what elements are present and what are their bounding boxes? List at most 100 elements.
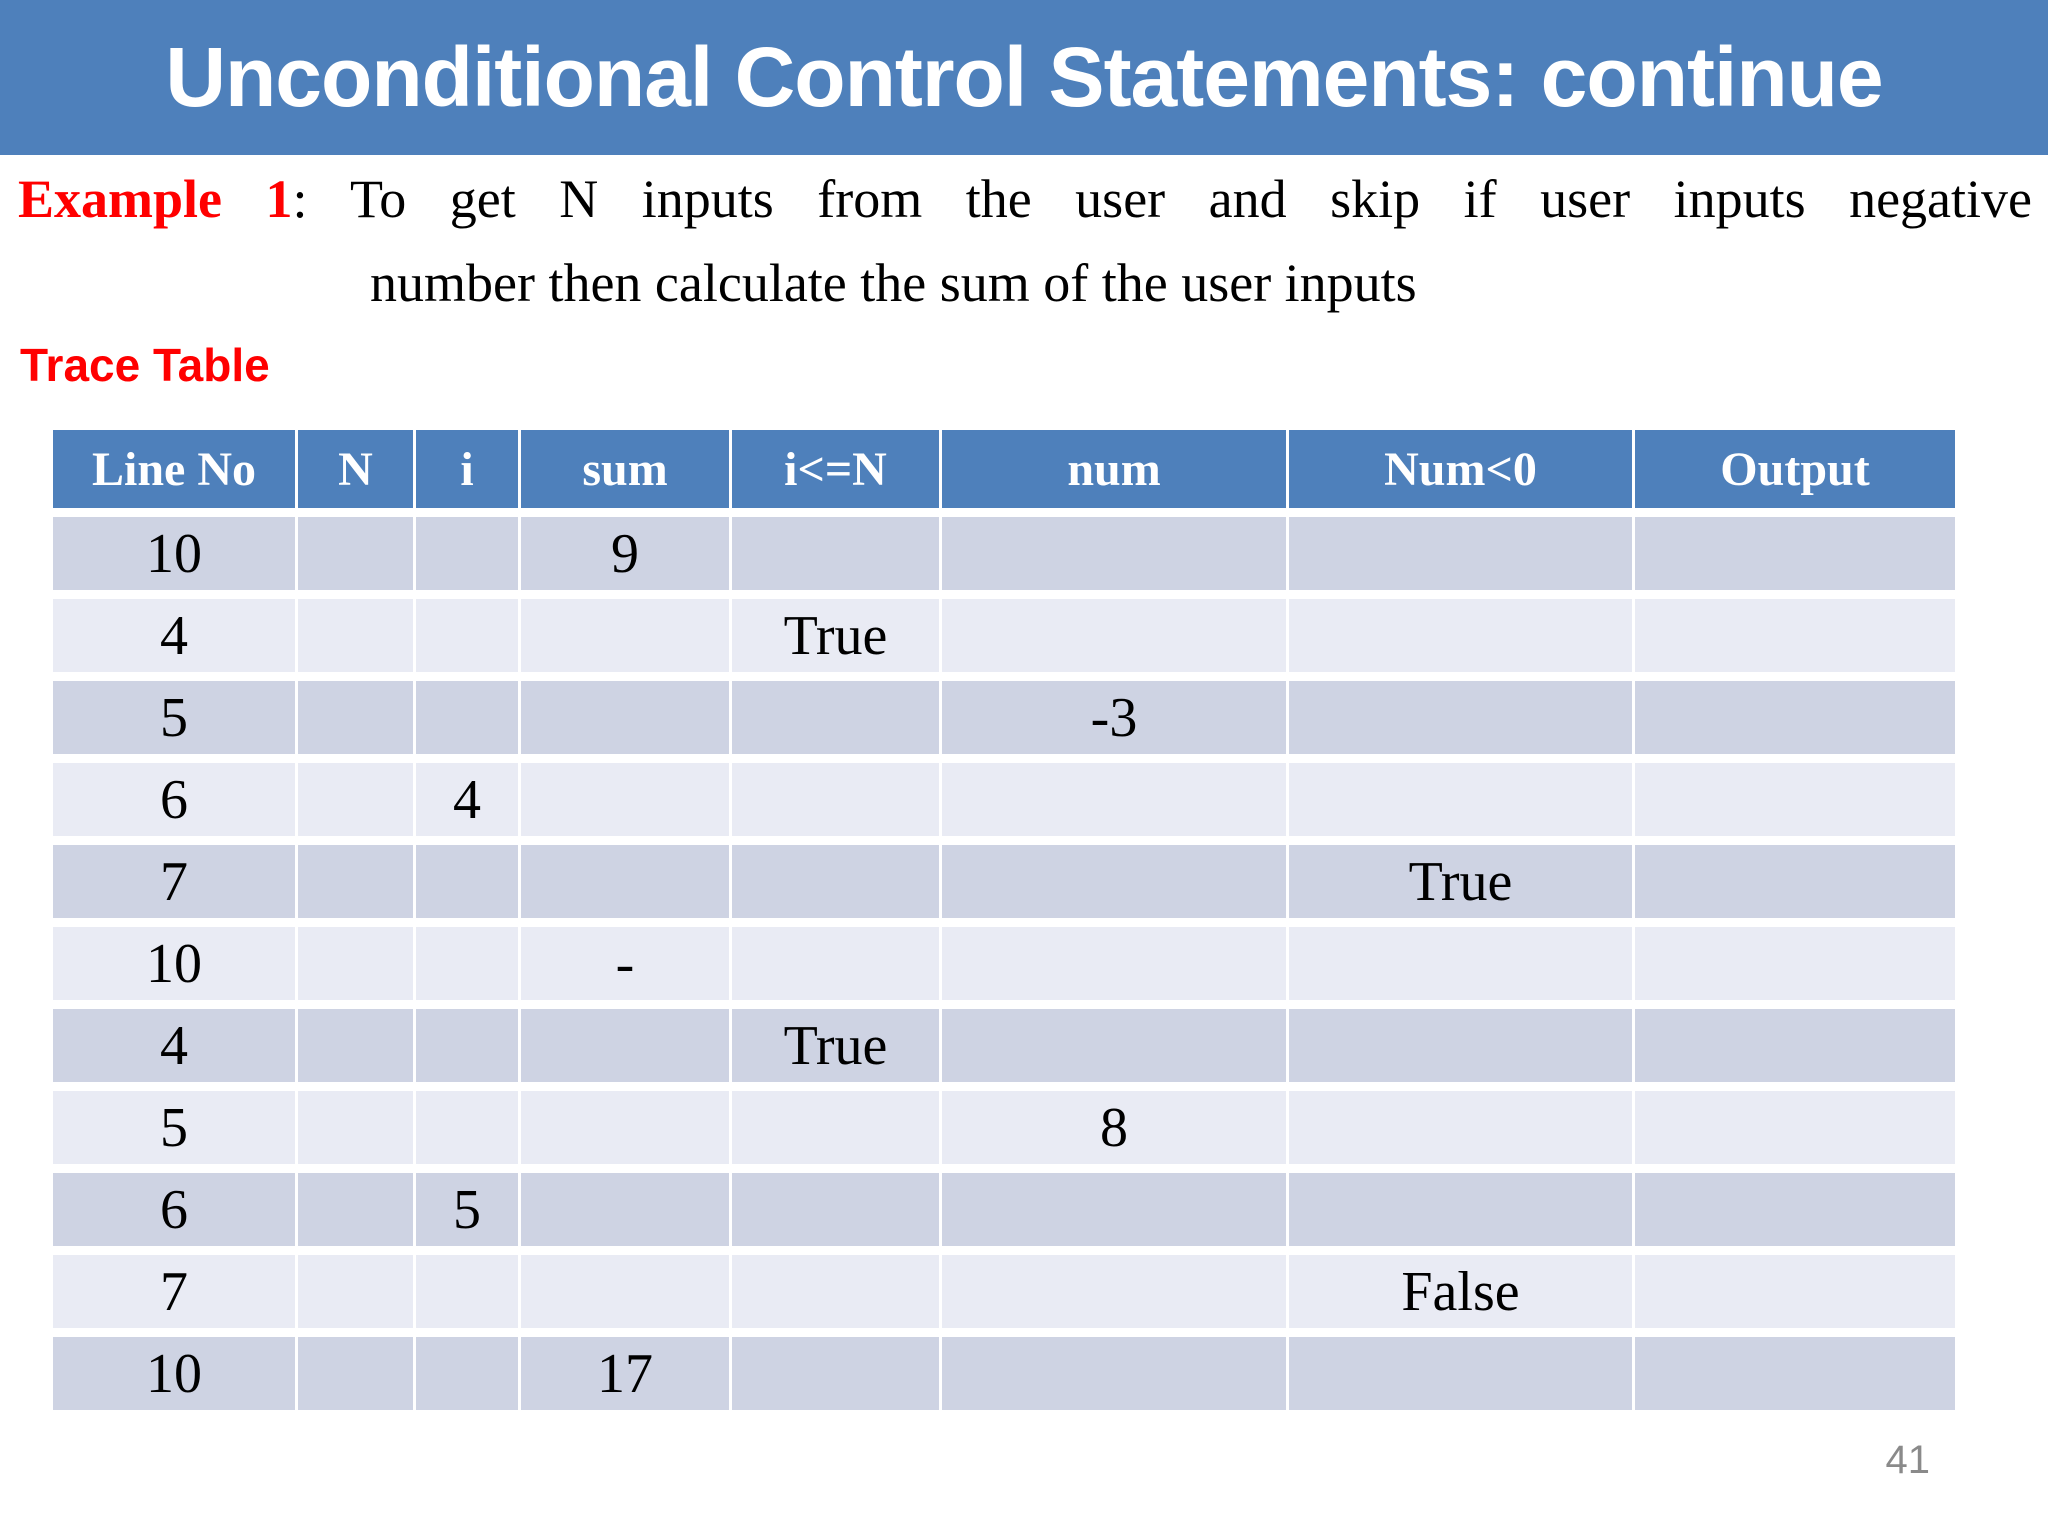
table-cell	[416, 681, 521, 754]
table-cell	[732, 1337, 942, 1410]
table-cell	[942, 927, 1289, 1000]
table-cell	[298, 927, 416, 1000]
table-cell	[298, 1255, 416, 1328]
table-cell	[732, 845, 942, 918]
table-cell	[298, 1009, 416, 1082]
table-cell: 9	[521, 517, 732, 590]
table-cell	[521, 681, 732, 754]
table-cell	[1635, 517, 1955, 590]
table-cell	[732, 517, 942, 590]
column-header: num	[942, 430, 1289, 508]
table-cell: 5	[53, 1091, 298, 1164]
example-text-rest: : To get N inputs from the user and skip…	[292, 169, 2033, 229]
table-cell	[521, 1255, 732, 1328]
table-cell	[298, 681, 416, 754]
table-cell	[1635, 845, 1955, 918]
table-cell	[1289, 1009, 1635, 1082]
table-cell	[942, 763, 1289, 836]
table-cell	[1635, 1337, 1955, 1410]
table-cell	[942, 1009, 1289, 1082]
column-header: i<=N	[732, 430, 942, 508]
table-cell: 7	[53, 1255, 298, 1328]
table-row: 10 9	[53, 517, 1955, 590]
table-cell	[732, 1091, 942, 1164]
table-row: 7 False	[53, 1255, 1955, 1328]
table-cell	[298, 1337, 416, 1410]
table-cell	[1289, 681, 1635, 754]
table-cell	[1635, 763, 1955, 836]
table-cell	[942, 1255, 1289, 1328]
table-cell	[298, 763, 416, 836]
table-cell	[1289, 763, 1635, 836]
table-cell	[942, 845, 1289, 918]
table-cell	[416, 1091, 521, 1164]
table-cell	[1289, 1337, 1635, 1410]
table-cell: False	[1289, 1255, 1635, 1328]
table-cell: -	[521, 927, 732, 1000]
table-cell	[1635, 1009, 1955, 1082]
table-cell	[298, 599, 416, 672]
trace-table-label: Trace Table	[20, 339, 270, 391]
table-cell: 4	[53, 1009, 298, 1082]
table-cell	[1635, 1091, 1955, 1164]
table-cell	[732, 1255, 942, 1328]
table-cell	[1635, 1255, 1955, 1328]
table-cell: 5	[53, 681, 298, 754]
table-row: 10 17	[53, 1337, 1955, 1410]
trace-table-body: 10 9 4 True 5 -3 6 4 7 True 10-4 True 5 8 6 5 7 False 10 17	[53, 517, 1955, 1410]
table-cell	[1289, 599, 1635, 672]
table-cell	[942, 517, 1289, 590]
table-cell: 6	[53, 763, 298, 836]
table-cell: 5	[416, 1173, 521, 1246]
table-cell	[942, 599, 1289, 672]
table-row: 4 True	[53, 599, 1955, 672]
table-cell: 4	[416, 763, 521, 836]
table-cell	[416, 1255, 521, 1328]
table-cell: 8	[942, 1091, 1289, 1164]
example-text-line1: Example 1: To get N inputs from the user…	[18, 164, 2032, 234]
table-cell: 7	[53, 845, 298, 918]
table-cell	[416, 845, 521, 918]
table-cell: 10	[53, 517, 298, 590]
column-header: Num<0	[1289, 430, 1635, 508]
table-cell	[416, 1009, 521, 1082]
table-cell	[1635, 599, 1955, 672]
table-cell: 4	[53, 599, 298, 672]
table-cell	[732, 763, 942, 836]
table-cell: True	[732, 599, 942, 672]
table-row: 5 -3	[53, 681, 1955, 754]
table-cell: 10	[53, 1337, 298, 1410]
table-cell	[1635, 681, 1955, 754]
table-cell	[298, 517, 416, 590]
table-cell	[416, 517, 521, 590]
table-cell	[1635, 927, 1955, 1000]
table-cell	[732, 927, 942, 1000]
table-cell	[298, 845, 416, 918]
table-cell	[942, 1337, 1289, 1410]
column-header: sum	[521, 430, 732, 508]
table-row: 4 True	[53, 1009, 1955, 1082]
table-cell	[1289, 1091, 1635, 1164]
table-cell	[521, 1173, 732, 1246]
table-cell	[521, 1091, 732, 1164]
table-cell	[521, 763, 732, 836]
table-cell	[942, 1173, 1289, 1246]
table-cell	[521, 1009, 732, 1082]
table-cell	[298, 1091, 416, 1164]
table-cell	[1289, 927, 1635, 1000]
table-cell	[1635, 1173, 1955, 1246]
table-cell	[416, 1337, 521, 1410]
table-cell	[416, 927, 521, 1000]
table-cell: 6	[53, 1173, 298, 1246]
table-cell	[521, 599, 732, 672]
table-cell: -3	[942, 681, 1289, 754]
slide-title: Unconditional Control Statements: contin…	[165, 30, 1883, 124]
